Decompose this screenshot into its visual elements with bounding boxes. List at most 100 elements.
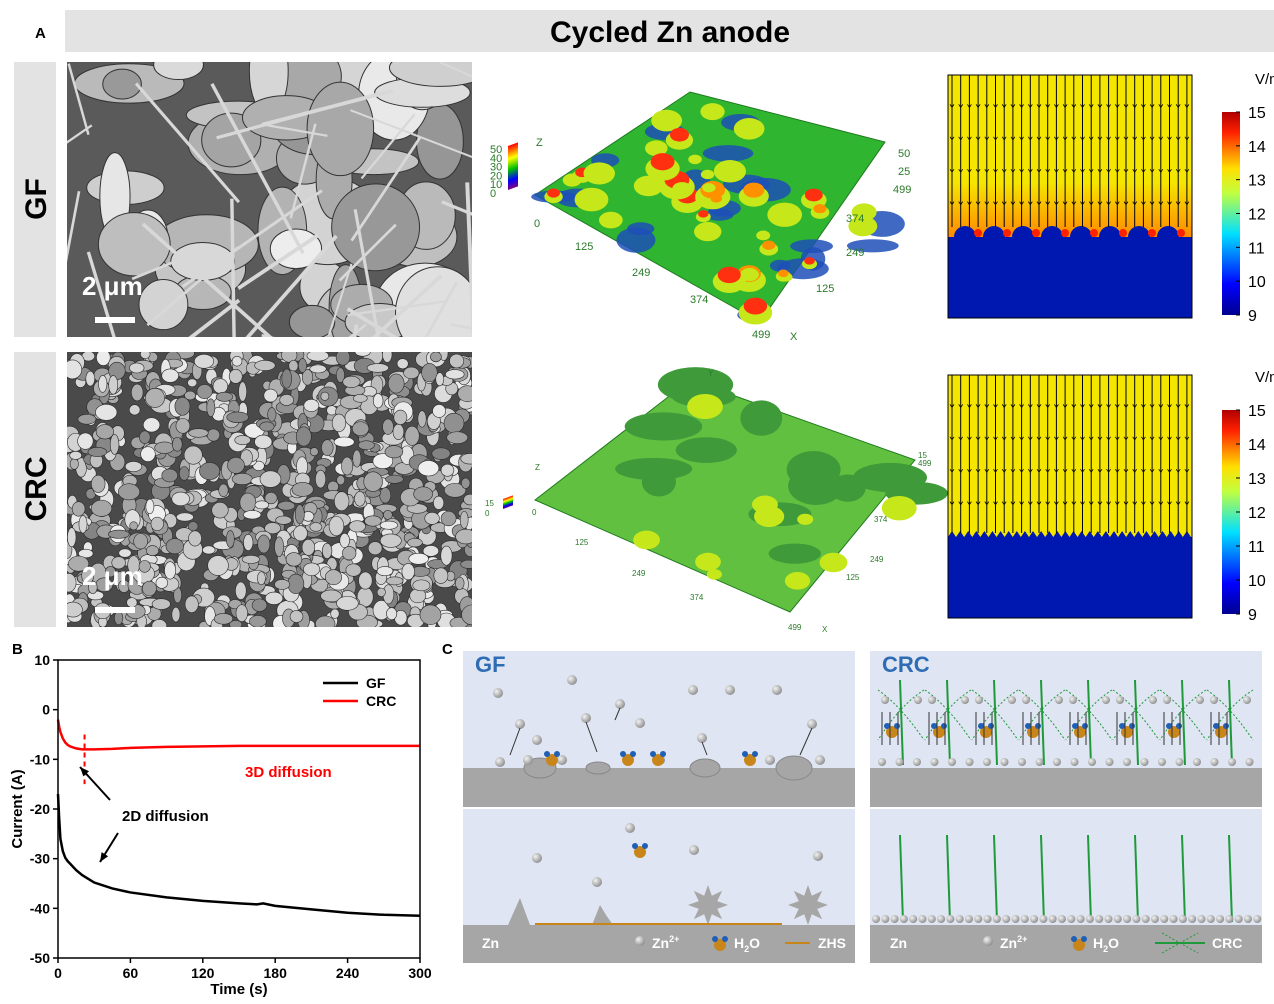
field-bump [954,226,976,248]
afm-peak [756,231,770,241]
sem-grain [292,482,313,496]
afm-tick-label: X [822,625,828,634]
afm-tick-label: 499 [752,329,770,341]
afm-peak [688,155,702,164]
sem-grain [456,529,476,544]
zn-ion [688,685,698,695]
scale-bar [95,607,135,613]
water-h [642,843,648,849]
water-h [1129,723,1135,729]
x-tick-label: 60 [123,965,139,981]
field-hotspot [974,229,982,237]
afm-valley [770,260,790,272]
water-h [1081,936,1087,942]
afm-peak [744,298,768,315]
sem-grain [377,566,393,575]
sem-grain [310,523,322,532]
sem-grain [433,496,443,509]
water-h [1223,723,1229,729]
legend-label: Zn [482,935,499,951]
afm-tick-label: 249 [870,555,884,564]
sem-grain [321,440,333,456]
sem-grain [445,370,464,380]
water-h [660,751,666,757]
sem-grain [388,374,404,393]
sem-grain [341,457,352,475]
sem-grain [433,404,446,417]
sem-grain [207,399,215,417]
sem-grain [79,515,87,533]
dendrite [788,885,828,925]
zn-ion [913,758,921,766]
panel-title: CRC [882,652,930,677]
zn-ion [1196,696,1204,704]
afm-peak [670,128,689,142]
zn-ion [974,915,982,923]
field-bump [1099,226,1121,248]
sem-fiber [232,199,234,344]
zn-ion [1142,915,1150,923]
sem-grain [264,389,278,402]
afm-peak [778,270,789,278]
sem-grain [130,522,138,530]
colorbar-tick-label: 11 [1248,240,1265,257]
zn-ion [1198,915,1206,923]
zn-ion [1055,696,1063,704]
sem-grain [302,539,315,555]
afm-valley [703,145,754,161]
zn-ion [1163,696,1171,704]
sem-grain [386,577,403,585]
sem-grain [78,414,96,424]
sem-grain [358,441,374,450]
zn-ion [1022,696,1030,704]
sem-grain [189,429,209,438]
sem-grain [337,596,359,610]
sem-grain [327,405,337,415]
zn-ion [493,688,503,698]
afm-peak [575,188,609,212]
afm-peak [672,182,692,196]
sem-grain [162,469,178,482]
field-electrolyte [948,375,1192,537]
sem-grain [252,599,267,612]
zn-ion [914,696,922,704]
sem-grain [276,516,292,524]
zn-deposit [690,759,720,777]
afm-tick-label: 0 [490,188,496,200]
data-line [58,720,420,750]
field-bump [1157,226,1179,248]
sem-grain [364,472,383,492]
sem-grain [441,511,456,526]
zn-ion [1193,758,1201,766]
legend-label: ZHS [818,935,846,951]
zn-ion [1105,915,1113,923]
sem-grain [307,350,329,361]
zn-ion [993,915,1001,923]
zn-ion [909,915,917,923]
zn-ion [1216,915,1224,923]
sem-grain [405,426,419,445]
zn-ion [1071,758,1079,766]
sem-grain [425,512,440,524]
afm-peak [694,222,721,241]
zn-ion [615,699,625,709]
zn-ion [956,915,964,923]
zn-ion [635,936,645,946]
y-tick-label: -50 [30,950,50,966]
afm-peak [743,183,764,198]
sem-grain [290,610,303,622]
zn-ion [1008,696,1016,704]
y-tick-label: -30 [30,851,50,867]
zn-ion [983,758,991,766]
afm-valley [627,222,654,235]
water-h [884,723,890,729]
dendrite [688,885,728,925]
water-h [1119,723,1125,729]
y-tick-label: 10 [34,652,50,668]
sem-grain [334,492,349,511]
zn-ion [1106,758,1114,766]
sem-grain [96,349,110,365]
water-h [1166,723,1172,729]
water-h [752,751,758,757]
zn-ion [772,685,782,695]
